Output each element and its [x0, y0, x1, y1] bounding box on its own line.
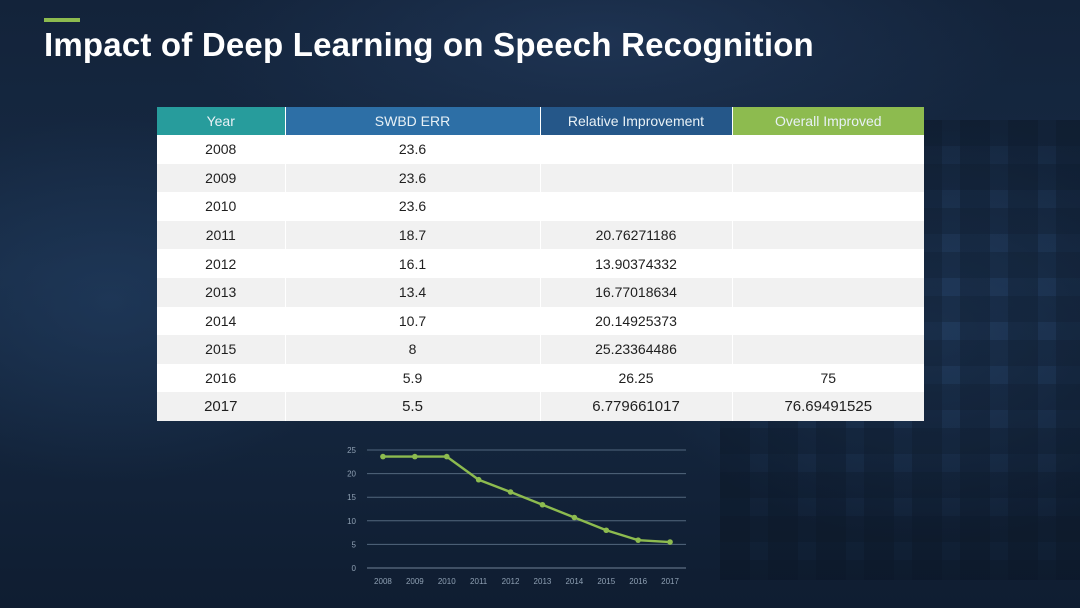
table-row: 2010 23.6 — [157, 192, 924, 221]
table-row: 2009 23.6 — [157, 163, 924, 193]
table-row: 2015 8 25.23364486 — [157, 335, 924, 364]
cell-overall-improved — [732, 249, 924, 278]
column-header-year: Year — [157, 107, 286, 135]
x-tick-label: 2014 — [565, 577, 583, 586]
x-tick-label: 2011 — [470, 577, 488, 586]
cell-year: 2008 — [157, 135, 286, 164]
table-row: 2011 18.7 20.76271186 — [157, 220, 924, 250]
data-point — [443, 453, 450, 460]
x-tick-label: 2008 — [374, 577, 392, 586]
y-tick-label: 5 — [352, 540, 357, 549]
cell-year: 2011 — [157, 220, 286, 250]
cell-year: 2012 — [157, 249, 286, 278]
cell-relative-improvement — [540, 163, 733, 193]
table-header-row: Year SWBD ERR Relative Improvement Overa… — [157, 107, 924, 135]
data-point — [603, 527, 610, 534]
cell-overall-improved: 76.69491525 — [732, 392, 924, 421]
cell-relative-improvement: 16.77018634 — [540, 277, 733, 307]
cell-swbd-err: 16.1 — [285, 249, 541, 278]
cell-relative-improvement — [540, 135, 733, 164]
cell-relative-improvement — [540, 192, 733, 221]
x-tick-label: 2017 — [661, 577, 679, 586]
cell-swbd-err: 23.6 — [285, 135, 541, 164]
cell-swbd-err: 23.6 — [285, 163, 541, 193]
table-row: 2013 13.4 16.77018634 — [157, 277, 924, 307]
cell-year: 2014 — [157, 306, 286, 336]
table-row: 2012 16.1 13.90374332 — [157, 249, 924, 278]
data-point — [667, 539, 673, 545]
line-chart: 0 5 10 15 20 25 2008 2009 2010 2011 2012 2013 2014 20… — [347, 446, 686, 586]
table-row: 2008 23.6 — [157, 135, 924, 164]
column-header-relative-improvement: Relative Improvement — [540, 107, 733, 135]
table-row: 2016 5.9 26.25 75 — [157, 363, 924, 393]
page-title: Impact of Deep Learning on Speech Recogn… — [44, 26, 814, 63]
cell-overall-improved — [732, 277, 924, 307]
x-tick-label: 2010 — [438, 577, 456, 586]
cell-overall-improved — [732, 306, 924, 336]
cell-year: 2009 — [157, 163, 286, 193]
x-tick-label: 2015 — [597, 577, 615, 586]
cell-overall-improved — [732, 220, 924, 250]
cell-swbd-err: 8 — [285, 335, 541, 364]
table-row: 2017 5.5 6.779661017 76.69491525 — [157, 392, 924, 421]
cell-relative-improvement: 25.23364486 — [540, 335, 733, 364]
y-tick-label: 10 — [347, 517, 356, 526]
data-table: Year SWBD ERR Relative Improvement Overa… — [157, 107, 924, 421]
cell-relative-improvement: 6.779661017 — [540, 392, 733, 421]
column-header-swbd-err: SWBD ERR — [285, 107, 541, 135]
cell-swbd-err: 5.5 — [285, 392, 541, 421]
x-tick-label: 2009 — [406, 577, 424, 586]
y-tick-label: 0 — [352, 564, 357, 573]
data-point — [635, 537, 641, 543]
title-accent-bar — [44, 18, 80, 22]
x-tick-label: 2016 — [629, 577, 647, 586]
cell-year: 2017 — [157, 392, 286, 421]
cell-year: 2015 — [157, 335, 286, 364]
data-point — [475, 476, 482, 483]
data-point — [412, 453, 418, 460]
cell-overall-improved — [732, 192, 924, 221]
y-tick-label: 15 — [347, 493, 356, 502]
cell-swbd-err: 10.7 — [285, 306, 541, 336]
series-line — [382, 455, 671, 544]
cell-swbd-err: 13.4 — [285, 277, 541, 307]
table-row: 2014 10.7 20.14925373 — [157, 306, 924, 336]
cell-overall-improved — [732, 163, 924, 193]
x-tick-label: 2013 — [534, 577, 552, 586]
data-point — [507, 489, 514, 495]
cell-relative-improvement: 26.25 — [540, 363, 733, 393]
data-point — [539, 501, 546, 508]
cell-overall-improved: 75 — [732, 363, 924, 393]
cell-overall-improved — [732, 135, 924, 164]
cell-relative-improvement: 13.90374332 — [540, 249, 733, 278]
cell-overall-improved — [732, 335, 924, 364]
cell-year: 2013 — [157, 277, 286, 307]
y-tick-label: 20 — [347, 470, 356, 479]
cell-relative-improvement: 20.14925373 — [540, 306, 733, 336]
column-header-overall-improved: Overall Improved — [732, 107, 924, 135]
cell-swbd-err: 5.9 — [285, 363, 541, 393]
cell-year: 2010 — [157, 192, 286, 221]
cell-swbd-err: 18.7 — [285, 220, 541, 250]
cell-swbd-err: 23.6 — [285, 192, 541, 221]
cell-relative-improvement: 20.76271186 — [540, 220, 733, 250]
data-point — [380, 453, 386, 460]
x-tick-label: 2012 — [502, 577, 520, 586]
y-tick-label: 25 — [347, 446, 356, 455]
cell-year: 2016 — [157, 363, 286, 393]
data-point — [571, 514, 578, 521]
